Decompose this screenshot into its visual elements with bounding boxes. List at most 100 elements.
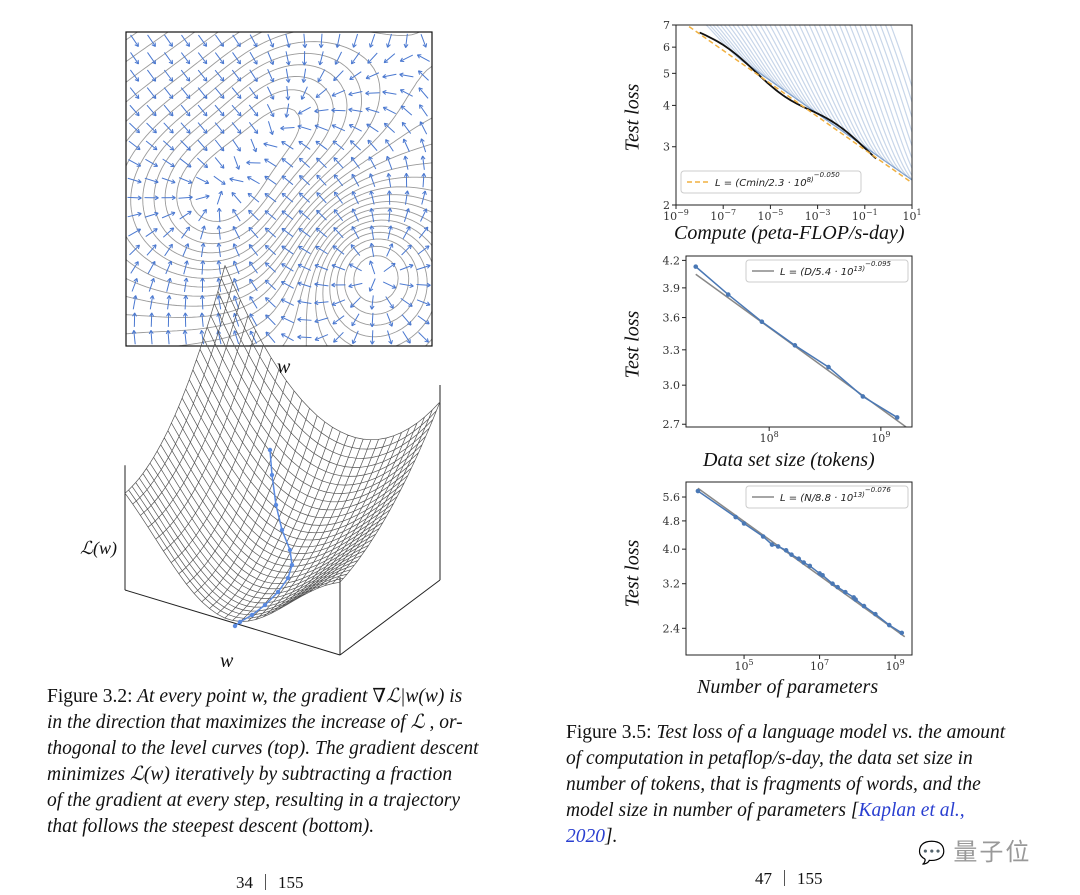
gradient-arrow: [316, 174, 327, 186]
arrow-head: [386, 43, 391, 48]
data-point: [792, 343, 798, 348]
arrow-head: [249, 313, 254, 318]
gradient-arrow: [150, 312, 153, 327]
arrow-head: [249, 261, 254, 266]
arrow-head: [365, 74, 371, 80]
arrow-head: [422, 190, 427, 195]
level-curves: [125, 31, 433, 347]
gradient-arrow: [147, 34, 156, 47]
gradient-arrow: [248, 244, 259, 256]
gradient-arrow: [419, 104, 428, 117]
training-run-curve: [741, 25, 806, 106]
gradient-arrow: [218, 225, 221, 240]
data-line: [695, 266, 898, 419]
arrow-head: [232, 243, 238, 248]
gradient-arrow: [297, 125, 312, 131]
gradient-arrow: [133, 330, 136, 345]
arrow-head: [368, 156, 373, 161]
training-run-curve: [736, 25, 800, 102]
surface-box-edge: [339, 579, 441, 656]
arrow-head: [404, 190, 410, 195]
legend-exponent: −0.095: [865, 260, 891, 268]
gradient-arrow: [180, 104, 191, 117]
gradient-arrow: [331, 89, 346, 97]
gradient-arrow: [213, 175, 226, 185]
arrow-head: [331, 124, 337, 129]
gradient-arrow: [249, 278, 258, 292]
arrow-head: [280, 316, 286, 321]
tick-label: 3.0: [663, 379, 681, 392]
tick-exponent: 1: [916, 208, 921, 217]
gradient-arrow: [129, 122, 140, 134]
gradient-arrow: [127, 196, 142, 199]
gradient-arrow: [303, 33, 306, 48]
arrow-head: [315, 140, 320, 146]
tick-label: 10−7: [710, 208, 736, 223]
citation-link[interactable]: Kaplan et al.,: [858, 800, 965, 821]
data-point: [733, 514, 738, 520]
arrow-head: [137, 211, 142, 217]
gradient-arrow: [249, 51, 258, 65]
arrow-head: [220, 94, 225, 99]
gradient-arrow: [297, 300, 312, 305]
gradient-arrow: [145, 158, 158, 167]
gradient-arrow: [267, 69, 274, 83]
gradient-arrow: [320, 33, 323, 48]
tick-label: 6: [663, 41, 670, 54]
citation-link-year[interactable]: 2020: [566, 826, 605, 847]
gradient-arrow: [197, 52, 208, 65]
gradient-arrow: [197, 104, 208, 117]
arrow-head: [280, 298, 286, 303]
gradient-arrow: [265, 314, 276, 326]
arrow-head: [403, 43, 409, 48]
gradient-arrow: [315, 245, 328, 255]
gradient-arrow: [167, 295, 170, 310]
gradient-arrow: [369, 278, 376, 292]
training-run-curve: [788, 25, 862, 146]
arrow-head: [201, 225, 206, 230]
gradient-arrow: [165, 260, 172, 275]
tick-label: 2: [663, 199, 670, 212]
gradient-arrow: [383, 53, 396, 64]
arrow-head: [400, 105, 406, 110]
gradient-arrow: [302, 68, 307, 83]
arrow-head: [168, 243, 173, 249]
surface-mesh: [124, 265, 441, 622]
training-run-curve: [705, 25, 755, 70]
arrow-head: [185, 226, 191, 231]
arrow-head: [184, 260, 189, 265]
gradient-arrow: [162, 140, 175, 151]
gradient-arrow: [249, 69, 258, 82]
arrow-head: [382, 90, 387, 95]
arrow-head: [368, 260, 374, 265]
arrow-head: [298, 192, 304, 197]
arrow-head: [297, 299, 302, 305]
gradient-arrow: [418, 331, 429, 343]
gradient-arrow: [387, 33, 392, 48]
gradient-arrow: [195, 195, 210, 201]
gradient-arrow: [166, 278, 171, 292]
legend-label: L = (D/5.4 · 1013)−0.095: [780, 260, 892, 278]
trajectory-point: [269, 472, 275, 478]
arrow-head: [136, 228, 142, 233]
gradient-arrow: [349, 263, 362, 272]
arrow-head: [232, 312, 238, 318]
gradient-arrow: [280, 316, 295, 324]
trajectory-point: [273, 502, 279, 508]
arrow-head: [297, 263, 303, 269]
gradient-arrow: [217, 260, 222, 275]
tick-exponent: −9: [677, 208, 689, 217]
gradient-arrow: [281, 158, 294, 168]
arrow-head: [333, 157, 338, 162]
gradient-arrow: [214, 157, 225, 169]
arrow-head: [134, 261, 139, 266]
gradient-arrow: [200, 225, 205, 240]
chart-frame: [685, 481, 913, 656]
gradient-arrow: [400, 54, 413, 62]
gradient-arrow: [333, 209, 344, 222]
arrow-head: [297, 281, 302, 287]
gradient-arrow: [403, 138, 410, 152]
legend-sup: 8): [807, 176, 814, 184]
arrow-head: [367, 59, 372, 64]
